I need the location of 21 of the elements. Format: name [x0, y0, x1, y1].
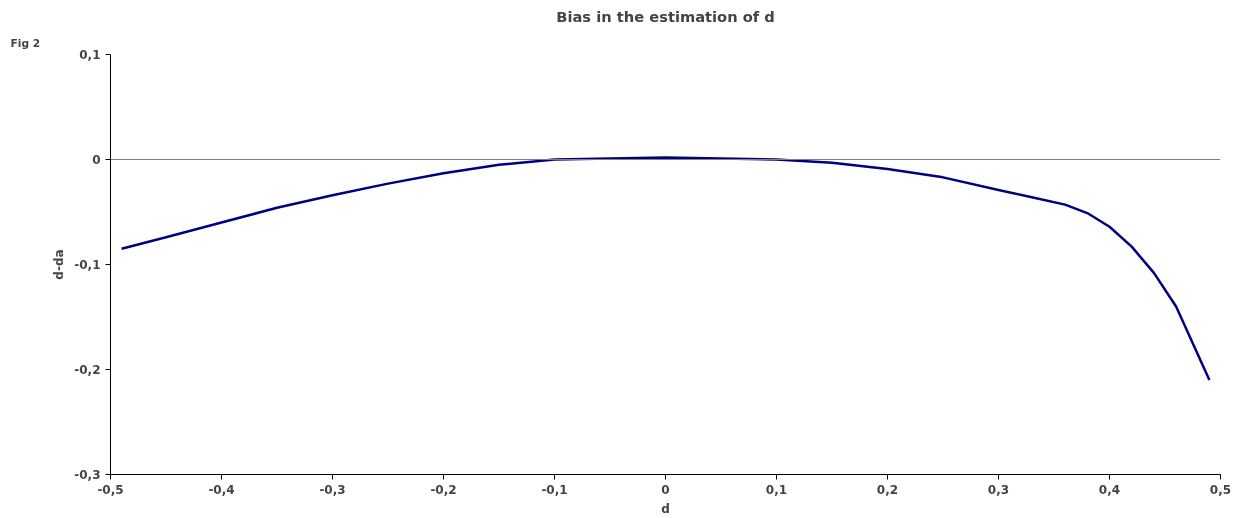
x-tick-label: -0,4 — [208, 482, 235, 497]
x-axis-title: d — [661, 501, 670, 516]
x-tick-label: -0,1 — [541, 482, 568, 497]
y-tick-label: -0,3 — [74, 468, 101, 482]
y-axis-title: d-da — [52, 249, 67, 280]
x-tick-label: -0,5 — [97, 482, 124, 497]
line-series — [120, 156, 1211, 382]
y-tick-label: -0,1 — [74, 258, 101, 272]
x-tick-label: 0 — [661, 482, 670, 497]
x-tick-label: -0,2 — [430, 482, 457, 497]
x-tick-label: 0,1 — [765, 482, 788, 497]
x-tick-label: 0,3 — [987, 482, 1010, 497]
chart-title: Bias in the estimation of d — [556, 7, 775, 25]
x-tick-label: 0,4 — [1098, 482, 1121, 497]
y-tick-label: -0,2 — [74, 363, 101, 377]
caption: Fig 2 — [10, 36, 41, 50]
y-tick-label: 0 — [92, 153, 101, 167]
x-tick-label: 0,2 — [876, 482, 899, 497]
y-tick-label: 0,1 — [79, 48, 101, 62]
x-tick-label: 0,5 — [1209, 482, 1232, 497]
x-tick-label: -0,3 — [319, 482, 346, 497]
